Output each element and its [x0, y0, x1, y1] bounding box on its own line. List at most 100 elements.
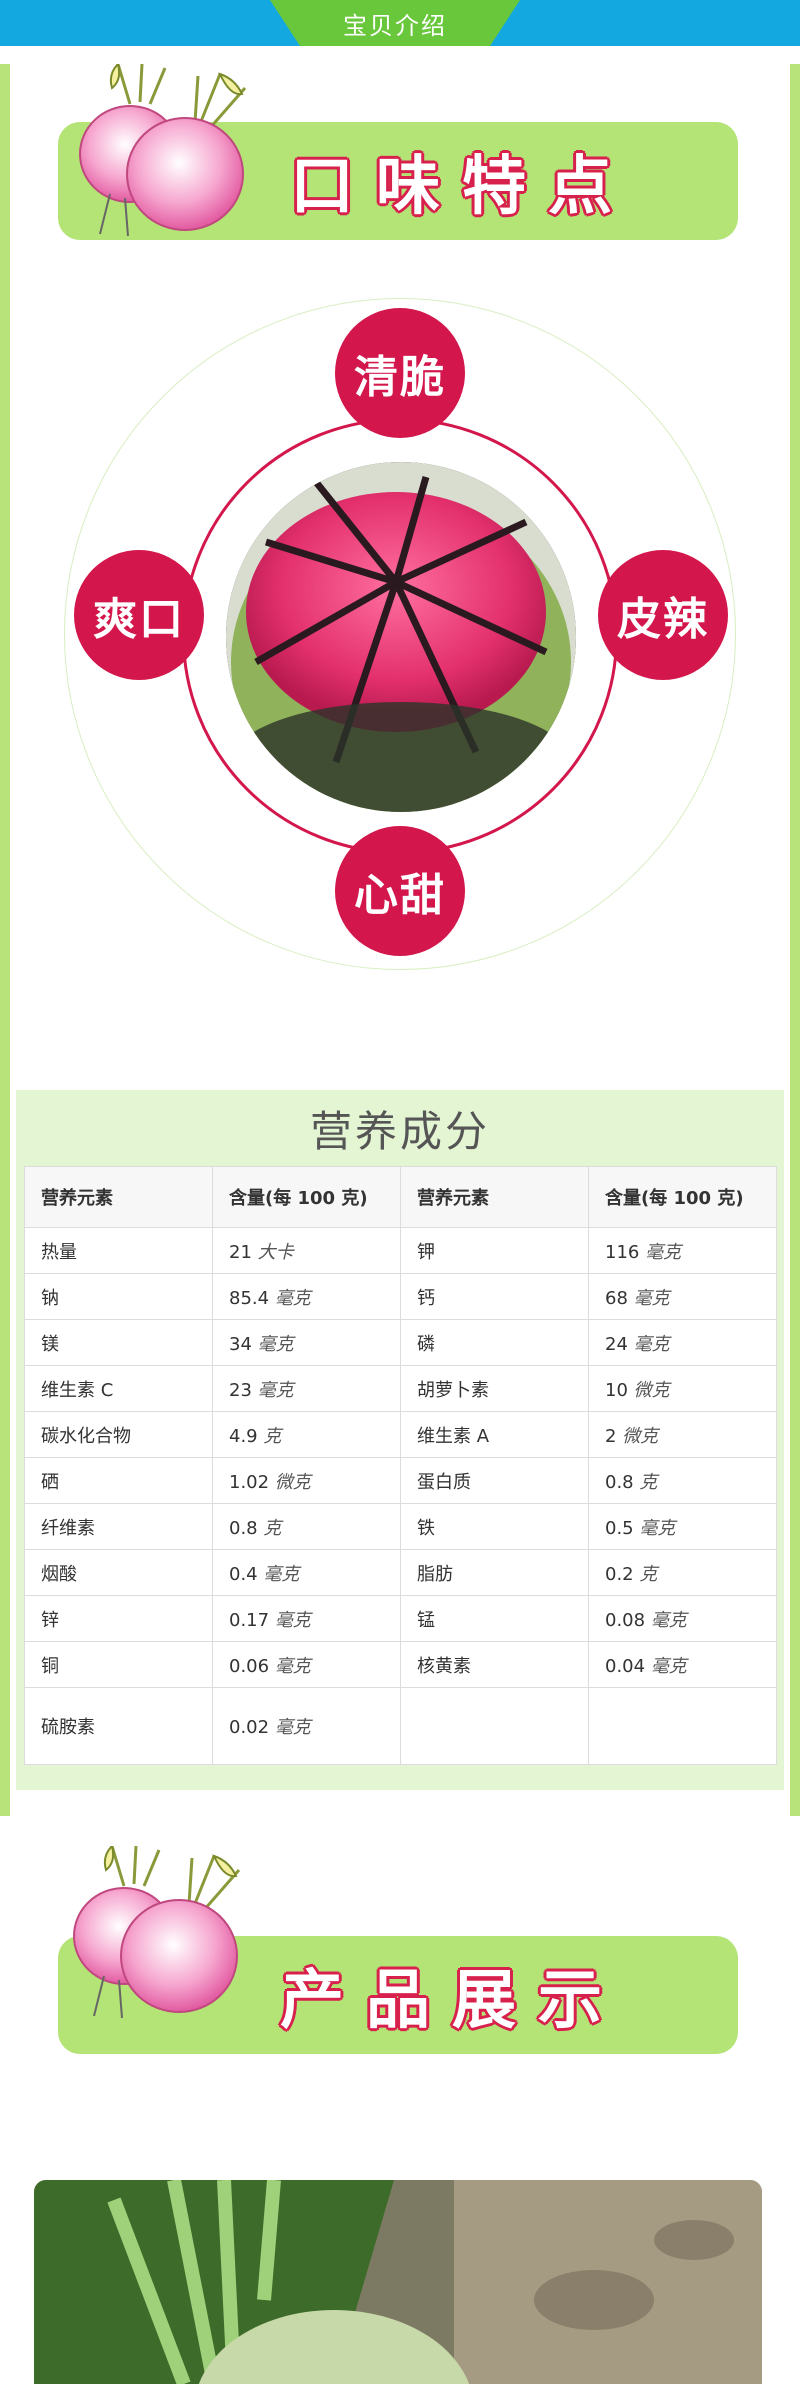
nutrition-title: 营养成分	[309, 1106, 490, 1156]
nutrient-amount: 2 微克	[588, 1411, 777, 1458]
nutrient-name: 维生素 A	[400, 1411, 589, 1458]
amount-value: 0.8	[229, 1517, 258, 1539]
left-border	[0, 64, 10, 1816]
nutrient-amount: 21 大卡	[212, 1227, 401, 1274]
amount-value: 2	[605, 1425, 617, 1447]
nutrient-name: 铜	[24, 1641, 213, 1688]
nutrient-amount: 4.9 克	[212, 1411, 401, 1458]
amount-value: 24	[605, 1333, 628, 1355]
radish-icon	[73, 1846, 241, 2019]
trait-right-label: 皮辣	[617, 594, 709, 645]
product-banner-title: 产品展示	[280, 1964, 624, 2038]
amount-unit: 毫克	[650, 1609, 687, 1631]
nutrient-amount: 0.8 克	[588, 1457, 777, 1504]
column-header: 营养元素	[24, 1166, 213, 1228]
right-border	[790, 64, 800, 1816]
amount-value: 0.2	[605, 1563, 634, 1585]
amount-unit: 大卡	[257, 1241, 294, 1263]
nutrition-table: 营养元素 含量(每 100 克) 营养元素 含量(每 100 克) 热量 21 大…	[24, 1166, 777, 1765]
amount-unit: 毫克	[633, 1333, 670, 1355]
trait-bottom-label: 心甜	[354, 870, 446, 921]
table-row: 纤维素 0.8 克铁 0.5 毫克	[24, 1503, 777, 1550]
column-header: 含量(每 100 克)	[212, 1166, 401, 1228]
tab-product-intro-label: 宝贝介绍	[343, 11, 447, 40]
amount-value: 1.02	[229, 1471, 270, 1493]
table-row: 热量 21 大卡钾 116 毫克	[24, 1227, 777, 1274]
table-row: 烟酸 0.4 毫克 脂肪 0.2 克	[24, 1549, 777, 1596]
nutrient-name: 钾	[400, 1227, 589, 1274]
nutrient-name	[400, 1687, 589, 1765]
trait-bubble-top: 清脆	[335, 308, 465, 438]
radish-field-icon	[34, 2180, 762, 2384]
nutrient-amount: 0.06 毫克	[212, 1641, 401, 1688]
nutrient-amount: 0.17 毫克	[212, 1595, 401, 1642]
amount-unit: 毫克	[274, 1655, 311, 1677]
nutrient-name: 蛋白质	[400, 1457, 589, 1504]
amount-value: 68	[605, 1287, 628, 1309]
nutrient-amount: 68 毫克	[588, 1273, 777, 1320]
sliced-radish-icon	[226, 462, 576, 812]
nutrient-amount: 0.2 克	[588, 1549, 777, 1596]
amount-value: 0.06	[229, 1655, 270, 1677]
table-row: 硫胺素 0.02 毫克	[24, 1687, 777, 1765]
amount-value: 116	[605, 1241, 640, 1263]
amount-unit: 毫克	[650, 1655, 687, 1677]
nutrient-amount: 34 毫克	[212, 1319, 401, 1366]
amount-value: 21	[229, 1241, 252, 1263]
nutrient-name: 磷	[400, 1319, 589, 1366]
amount-unit: 克	[639, 1563, 658, 1585]
amount-value: 0.5	[605, 1517, 634, 1539]
column-header: 含量(每 100 克)	[588, 1166, 777, 1228]
amount-value: 10	[605, 1379, 628, 1401]
trait-bubble-bottom: 心甜	[335, 826, 465, 956]
nutrient-name: 核黄素	[400, 1641, 589, 1688]
nutrient-amount: 0.02 毫克	[212, 1687, 401, 1765]
amount-unit: 微克	[633, 1379, 670, 1401]
amount-value: 34	[229, 1333, 252, 1355]
amount-unit: 毫克	[257, 1333, 294, 1355]
nutrient-amount: 10 微克	[588, 1365, 777, 1412]
product-photo	[34, 2180, 762, 2384]
nutrient-name: 锌	[24, 1595, 213, 1642]
amount-value: 0.08	[605, 1609, 646, 1631]
amount-unit: 克	[263, 1425, 282, 1447]
amount-unit: 毫克	[274, 1287, 311, 1309]
table-row: 锌 0.17 毫克锰 0.08 毫克	[24, 1595, 777, 1642]
amount-unit: 克	[639, 1471, 658, 1493]
nutrition-table-header: 营养元素 含量(每 100 克) 营养元素 含量(每 100 克)	[24, 1166, 777, 1228]
nutrient-amount: 0.5 毫克	[588, 1503, 777, 1550]
amount-unit: 毫克	[645, 1241, 682, 1263]
nutrient-name: 纤维素	[24, 1503, 213, 1550]
amount-unit: 毫克	[274, 1717, 311, 1738]
amount-value: 4.9	[229, 1425, 258, 1447]
nutrient-name: 硒	[24, 1457, 213, 1504]
nutrient-name: 锰	[400, 1595, 589, 1642]
trait-top-label: 清脆	[354, 352, 446, 403]
nutrient-name: 胡萝卜素	[400, 1365, 589, 1412]
nutrient-amount: 1.02 微克	[212, 1457, 401, 1504]
nutrient-name: 碳水化合物	[24, 1411, 213, 1458]
sliced-radish-photo	[226, 462, 576, 812]
nutrient-name: 脂肪	[400, 1549, 589, 1596]
amount-unit: 克	[263, 1517, 282, 1539]
nutrient-amount: 85.4 毫克	[212, 1273, 401, 1320]
amount-unit: 毫克	[639, 1517, 676, 1539]
amount-value: 0.04	[605, 1655, 646, 1677]
nutrient-amount: 24 毫克	[588, 1319, 777, 1366]
nutrient-name: 镁	[24, 1319, 213, 1366]
nutrient-name: 钠	[24, 1273, 213, 1320]
amount-unit: 毫克	[257, 1379, 294, 1401]
nutrient-amount	[588, 1687, 777, 1765]
amount-unit: 毫克	[633, 1287, 670, 1309]
table-row: 钠 85.4 毫克钙 68 毫克	[24, 1273, 777, 1320]
flavor-banner-title: 口味特点	[290, 150, 634, 224]
trait-bubble-left: 爽口	[74, 550, 204, 680]
radish-icon	[79, 64, 247, 237]
amount-value: 0.17	[229, 1609, 270, 1631]
nutrient-amount: 0.8 克	[212, 1503, 401, 1550]
column-header: 营养元素	[400, 1166, 589, 1228]
table-row: 镁 34 毫克磷 24 毫克	[24, 1319, 777, 1366]
tab-product-intro[interactable]: 宝贝介绍	[270, 0, 520, 46]
nutrient-amount: 116 毫克	[588, 1227, 777, 1274]
